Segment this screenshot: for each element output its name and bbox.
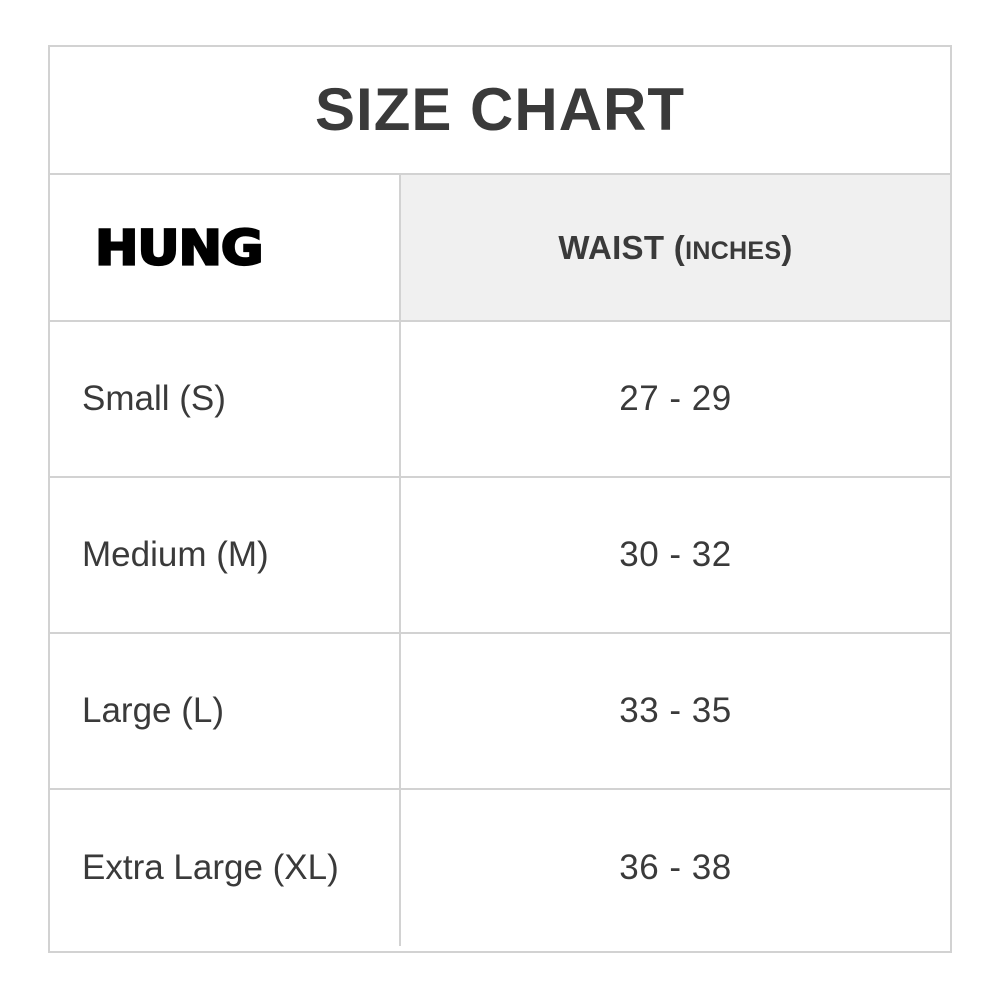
size-label: Medium (M) <box>82 534 269 574</box>
waist-value: 36 - 38 <box>619 847 732 887</box>
waist-unit-open-paren: ( <box>673 228 686 266</box>
waist-value: 27 - 29 <box>619 378 732 418</box>
size-label: Extra Large (XL) <box>82 847 339 887</box>
cell-size-name: Medium (M) <box>50 478 401 632</box>
cell-size-name: Extra Large (XL) <box>50 790 401 946</box>
hung-brand-logo: HUNG <box>94 219 265 276</box>
cell-waist-range: 36 - 38 <box>401 790 950 946</box>
header-cell-brand: HUNG <box>50 175 401 320</box>
table-row: Small (S) 27 - 29 <box>50 322 950 478</box>
cell-waist-range: 30 - 32 <box>401 478 950 632</box>
size-label: Large (L) <box>82 690 225 730</box>
waist-unit-word: INCHES <box>685 236 782 265</box>
size-chart-table: SIZE CHART HUNG WAIST (INCHES) Small (S)… <box>48 45 952 953</box>
cell-size-name: Large (L) <box>50 634 401 788</box>
page-title: SIZE CHART <box>315 76 685 143</box>
cell-waist-range: 27 - 29 <box>401 322 950 476</box>
cell-size-name: Small (S) <box>50 322 401 476</box>
waist-value: 30 - 32 <box>619 534 732 574</box>
table-header-row: HUNG WAIST (INCHES) <box>50 175 950 322</box>
cell-waist-range: 33 - 35 <box>401 634 950 788</box>
waist-value: 33 - 35 <box>619 690 732 730</box>
table-row: Extra Large (XL) 36 - 38 <box>50 790 950 946</box>
table-row: Large (L) 33 - 35 <box>50 634 950 790</box>
table-row: Medium (M) 30 - 32 <box>50 478 950 634</box>
chart-title-row: SIZE CHART <box>50 47 950 175</box>
size-label: Small (S) <box>82 378 226 418</box>
header-cell-waist: WAIST (INCHES) <box>401 175 950 320</box>
waist-header-main: WAIST <box>558 228 665 266</box>
waist-column-header: WAIST (INCHES) <box>558 229 792 267</box>
waist-unit-close-paren: ) <box>781 228 793 266</box>
